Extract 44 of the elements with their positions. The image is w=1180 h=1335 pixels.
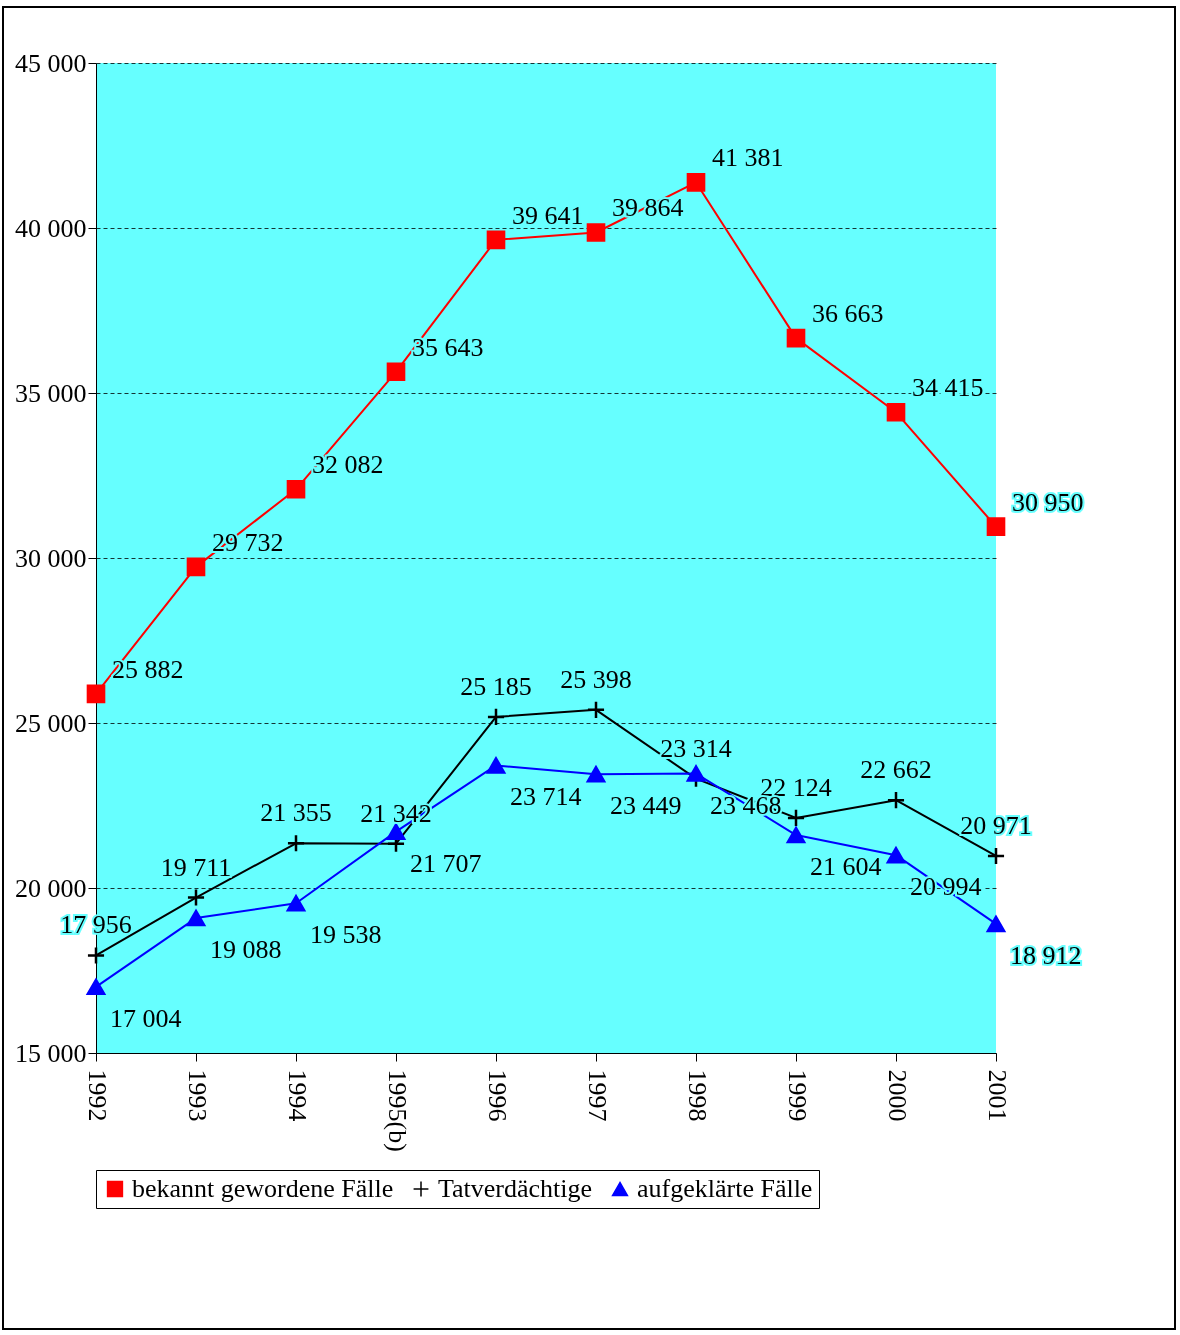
data-label: 41 381	[712, 143, 784, 173]
x-tick-label: 1993	[182, 1069, 212, 1122]
data-label: 39 641	[512, 200, 584, 230]
data-label: 36 663	[812, 299, 884, 329]
y-tick-label: 30 000	[15, 543, 87, 573]
data-label: 25 398	[560, 664, 632, 694]
data-label: 19 538	[310, 920, 382, 950]
y-tick-label: 35 000	[15, 378, 87, 408]
data-label: 23 449	[610, 791, 682, 821]
y-tick-label: 20 000	[15, 873, 87, 903]
data-label: 21 604	[810, 852, 882, 882]
data-label: 19 088	[210, 935, 282, 965]
data-label: 21 707	[410, 848, 482, 878]
data-label: 34 415	[912, 373, 984, 403]
y-tick-label: 25 000	[15, 708, 87, 738]
legend-label: aufgeklärte Fälle	[637, 1174, 813, 1203]
x-tick-label: 1998	[682, 1069, 712, 1122]
data-label: 32 082	[312, 450, 384, 480]
data-label: 23 314	[660, 733, 732, 763]
data-label: 39 864	[612, 193, 684, 223]
y-tick-label: 45 000	[15, 48, 87, 78]
x-tick-label: 1999	[782, 1069, 812, 1122]
data-label: 23 714	[510, 782, 582, 812]
data-label: 22 662	[860, 755, 932, 785]
data-label: 20 994	[910, 872, 982, 902]
data-label: 18 912	[1010, 940, 1082, 970]
data-label: 25 185	[460, 671, 532, 701]
data-label: 17 004	[110, 1003, 182, 1033]
x-tick-label: 2001	[982, 1069, 1012, 1122]
x-tick-label: 2000	[882, 1069, 912, 1122]
legend-label: Tatverdächtige	[438, 1174, 593, 1203]
x-tick-label: 1997	[582, 1069, 612, 1122]
data-label: 21 355	[260, 798, 332, 828]
data-label: 25 882	[112, 654, 184, 684]
data-label: 35 643	[412, 332, 484, 362]
y-tick-label: 15 000	[15, 1038, 87, 1068]
x-tick-label: 1992	[82, 1069, 112, 1122]
data-label: 19 711	[160, 852, 232, 882]
x-tick-label: 1994	[282, 1069, 312, 1122]
x-tick-label: 1995(b)	[382, 1069, 412, 1152]
y-tick-label: 40 000	[15, 213, 87, 243]
legend-label: bekannt gewordene Fälle	[132, 1174, 394, 1203]
data-label: 30 950	[1012, 487, 1084, 517]
x-tick-label: 1996	[482, 1069, 512, 1122]
